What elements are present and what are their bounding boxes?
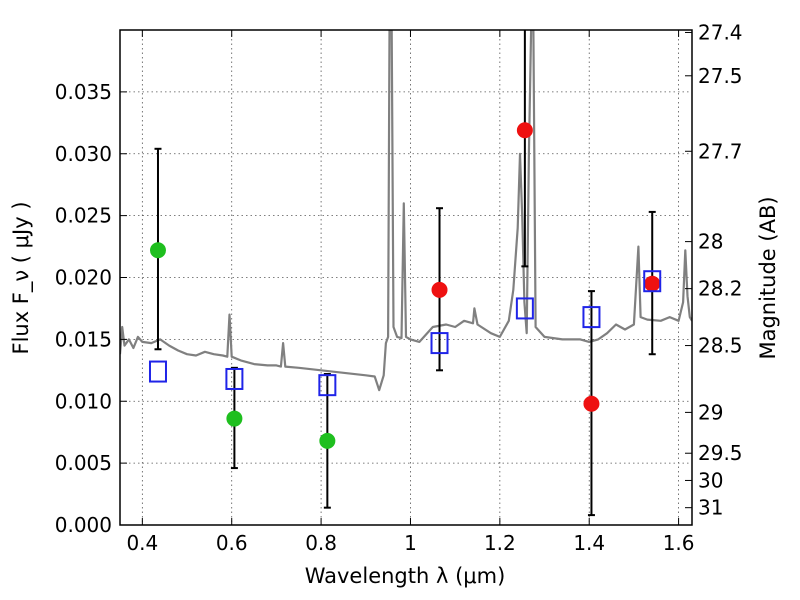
y2-tick-label: 28.2 — [698, 277, 743, 301]
model-square-point — [430, 332, 449, 355]
y2-tick-label: 31 — [698, 496, 723, 520]
x-tick-label: 1.4 — [573, 531, 605, 555]
y2-tick-label: 27.5 — [698, 64, 743, 88]
y2-tick-label: 30 — [698, 468, 723, 492]
y-tick-label: 0.005 — [55, 451, 112, 475]
model-square-point — [148, 360, 167, 383]
tick-labels: 0.4 0.6 0.8 1 1.2 1.4 1.6 0.000 0.005 0.010 0.015 0… — [55, 20, 743, 555]
y2-tick-label: 27.4 — [698, 20, 743, 44]
spectrum-line — [120, 30, 692, 392]
y-tick-label: 0.015 — [55, 327, 112, 351]
y-tick-label: 0.035 — [55, 80, 112, 104]
data-point — [319, 432, 336, 449]
model-square-point — [643, 270, 662, 293]
y2-tick-label: 29 — [698, 400, 723, 424]
x-axis-title: Wavelength λ (μm) — [305, 564, 506, 588]
model-spectrum — [120, 30, 692, 392]
data-point — [516, 122, 533, 139]
data-point — [226, 410, 243, 427]
y-tick-label: 0.010 — [55, 389, 112, 413]
data-point — [149, 242, 166, 259]
y-tick-label: 0.020 — [55, 266, 112, 290]
y-tick-label: 0.000 — [55, 513, 112, 537]
y-tick-label: 0.025 — [55, 204, 112, 228]
x-tick-label: 1 — [404, 531, 417, 555]
y2-tick-label: 28 — [698, 230, 723, 254]
data-point — [431, 281, 448, 298]
x-tick-label: 0.4 — [126, 531, 158, 555]
y2-tick-label: 27.7 — [698, 139, 743, 163]
data-points — [148, 122, 662, 449]
data-point — [644, 275, 661, 292]
y-tick-label: 0.030 — [55, 142, 112, 166]
data-point — [583, 395, 600, 412]
y2-tick-label: 29.5 — [698, 441, 743, 465]
x-tick-label: 1.2 — [484, 531, 516, 555]
x-tick-label: 0.8 — [305, 531, 337, 555]
model-square-point — [515, 297, 534, 320]
model-square-point — [225, 367, 244, 390]
x-tick-label: 1.6 — [663, 531, 695, 555]
y-axis-title: Flux F_ν ( μJy ) — [9, 201, 34, 354]
x-tick-label: 0.6 — [216, 531, 248, 555]
y2-tick-label: 28.5 — [698, 334, 743, 358]
y2-axis-title: Magnitude (AB) — [756, 196, 780, 359]
model-square-point — [318, 374, 337, 397]
axes — [119, 29, 693, 526]
grid-lines — [120, 30, 692, 526]
model-square-point — [582, 306, 601, 329]
